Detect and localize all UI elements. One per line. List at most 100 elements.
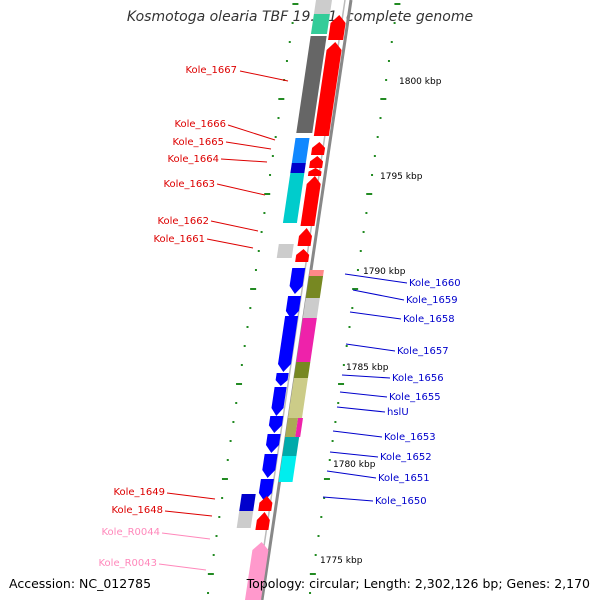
scale-label: 1795 kbp — [380, 172, 423, 182]
gene-label-kole-1667[interactable]: Kole_1667 — [185, 65, 237, 76]
gene-arrow — [311, 142, 326, 155]
gene-feature — [282, 437, 300, 456]
label-leader-line — [349, 311, 402, 320]
label-leader-line — [322, 496, 374, 502]
gene-feature — [296, 318, 317, 362]
right-label-lines — [322, 273, 408, 502]
gene-label-kole-1648[interactable]: Kole_1648 — [111, 505, 163, 516]
gene-arrow — [295, 249, 310, 262]
scale-label: 1800 kbp — [399, 77, 442, 87]
gene-feature — [282, 173, 305, 223]
gene-label-kole-1658[interactable]: Kole_1658 — [403, 314, 455, 325]
label-leader-line — [329, 451, 379, 458]
gene-arrow — [309, 156, 324, 168]
gene-label-kole-1652[interactable]: Kole_1652 — [380, 452, 432, 463]
gene-feature — [295, 418, 303, 437]
scale-label: 1785 kbp — [346, 363, 389, 373]
gene-feature — [287, 378, 308, 418]
label-leader-line — [336, 406, 386, 413]
gene-label-kole-1651[interactable]: Kole_1651 — [378, 473, 430, 484]
gene-label-kole-1649[interactable]: Kole_1649 — [113, 487, 165, 498]
gene-label-kole-1650[interactable]: Kole_1650 — [375, 496, 427, 507]
label-leader-line — [345, 343, 396, 352]
label-leader-line — [332, 430, 383, 438]
gene-arrow — [271, 387, 287, 416]
gene-label-hslu[interactable]: hslU — [387, 407, 409, 418]
gene-arrow — [268, 416, 284, 433]
label-leader-line — [220, 158, 268, 163]
label-leader-line — [341, 374, 391, 379]
gene-arrow — [307, 168, 322, 176]
gene-arrow — [300, 176, 321, 226]
label-leader-line — [216, 183, 266, 196]
gene-arrow — [258, 496, 273, 511]
gene-label-kole-1663[interactable]: Kole_1663 — [163, 179, 215, 190]
gene-label-kole-r0043[interactable]: Kole_R0043 — [98, 558, 157, 569]
left-gene-labels: Kole_1667 Kole_1666 Kole_1665 Kole_1664 … — [98, 65, 237, 569]
label-leader-line — [206, 238, 254, 249]
label-leader-line — [227, 124, 276, 141]
scale-label: 1790 kbp — [363, 267, 406, 277]
gene-label-kole-1657[interactable]: Kole_1657 — [397, 346, 449, 357]
gene-feature — [290, 163, 306, 173]
gene-label-kole-1664[interactable]: Kole_1664 — [167, 154, 219, 165]
label-leader-line — [339, 391, 388, 398]
scale-label: 1780 kbp — [333, 460, 376, 470]
gene-arrow — [258, 479, 274, 501]
gene-label-kole-1660[interactable]: Kole_1660 — [409, 278, 461, 289]
topology-text: Topology: circular; Length: 2,302,126 bp… — [246, 576, 590, 591]
gene-feature — [276, 244, 294, 258]
gene-arrow — [278, 316, 299, 372]
gene-label-kole-1666[interactable]: Kole_1666 — [174, 119, 226, 130]
label-leader-line — [158, 563, 207, 571]
scale-labels: 1800 kbp 1795 kbp 1790 kbp 1785 kbp 1780… — [320, 77, 442, 566]
label-leader-line — [352, 289, 405, 301]
gene-arrow — [328, 15, 346, 40]
gene-feature — [239, 494, 256, 511]
gene-feature — [296, 36, 327, 133]
gene-arrow — [297, 228, 312, 246]
gene-label-kole-1662[interactable]: Kole_1662 — [157, 216, 209, 227]
gene-label-kole-1653[interactable]: Kole_1653 — [384, 432, 436, 443]
label-leader-line — [166, 492, 216, 500]
scale-label: 1775 kbp — [320, 556, 363, 566]
gene-arrow — [285, 296, 302, 319]
gene-feature — [302, 298, 320, 318]
gene-arrow — [265, 434, 281, 453]
gene-arrow — [262, 454, 278, 478]
gene-label-kole-1656[interactable]: Kole_1656 — [392, 373, 444, 384]
label-leader-line — [344, 273, 408, 284]
gene-feature — [278, 456, 297, 482]
label-leader-line — [164, 510, 213, 517]
label-leader-line — [225, 141, 272, 150]
gene-feature — [285, 418, 298, 437]
map-title: Kosmotoga olearia TBF 19.5.1, complete g… — [126, 9, 474, 25]
gene-feature — [309, 270, 324, 276]
gene-label-kole-r0044[interactable]: Kole_R0044 — [101, 527, 160, 538]
scale-ticks — [207, 3, 401, 594]
gene-label-kole-1659[interactable]: Kole_1659 — [406, 295, 458, 306]
gene-arrow — [255, 512, 270, 530]
rna-arrow — [245, 542, 269, 600]
gene-label-kole-1661[interactable]: Kole_1661 — [153, 234, 205, 245]
right-gene-labels: Kole_1660 Kole_1659 Kole_1658 Kole_1657 … — [375, 278, 461, 507]
gene-feature — [305, 276, 324, 298]
gene-arrow — [289, 268, 306, 294]
accession-text: Accession: NC_012785 — [9, 576, 152, 591]
label-leader-line — [239, 70, 289, 82]
gene-label-kole-1665[interactable]: Kole_1665 — [172, 137, 224, 148]
label-leader-line — [210, 220, 259, 232]
gene-arrow — [275, 373, 289, 386]
label-leader-line — [326, 470, 377, 479]
gene-feature — [313, 0, 332, 14]
gene-feature — [236, 511, 254, 528]
gene-feature — [310, 14, 330, 34]
gene-arrow — [313, 42, 342, 136]
gene-features — [236, 0, 346, 600]
gene-feature — [291, 138, 310, 163]
gene-feature — [293, 362, 311, 378]
left-label-lines — [158, 70, 289, 571]
label-leader-line — [161, 532, 211, 540]
gene-label-kole-1655[interactable]: Kole_1655 — [389, 392, 441, 403]
